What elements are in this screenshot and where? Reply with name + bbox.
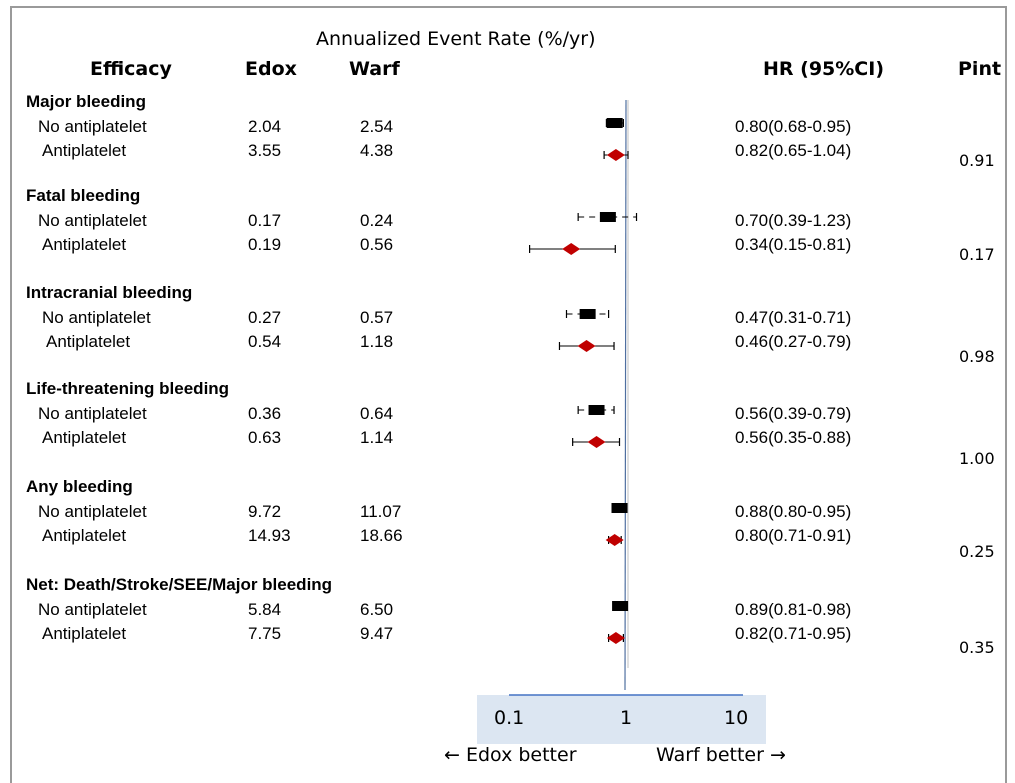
row-label: No antiplatelet — [38, 404, 147, 423]
section-title: Life-threatening bleeding — [26, 379, 230, 398]
hr-diamond-antiplatelet — [606, 632, 625, 644]
x-axis-box — [477, 695, 766, 744]
hr-diamond-antiplatelet — [605, 534, 624, 546]
edox-value: 0.54 — [248, 332, 282, 351]
hr-square-no-antiplatelet — [611, 503, 628, 513]
warf-value: 9.47 — [360, 624, 394, 643]
column-header-hr: HR (95%CI) — [763, 58, 885, 80]
chart-frame — [10, 6, 1007, 783]
pint-value: 0.17 — [959, 245, 995, 264]
hr-square-no-antiplatelet — [612, 601, 629, 611]
hr-ci-value: 0.46(0.27-0.79) — [735, 332, 852, 351]
warf-better-label: Warf better → — [656, 744, 786, 766]
hr-square-no-antiplatelet — [588, 405, 605, 415]
hr-square-no-antiplatelet — [606, 118, 623, 128]
hr-diamond-antiplatelet — [587, 436, 606, 448]
row-label: No antiplatelet — [38, 117, 147, 136]
warf-value: 0.57 — [360, 308, 394, 327]
row-label: No antiplatelet — [42, 308, 151, 327]
x-tick-label: 0.1 — [494, 707, 525, 729]
pint-value: 0.91 — [959, 151, 995, 170]
edox-value: 2.04 — [248, 117, 282, 136]
column-header-efficacy: Efficacy — [90, 58, 172, 80]
row-label: Antiplatelet — [42, 624, 127, 643]
warf-value: 4.38 — [360, 141, 394, 160]
edox-value: 9.72 — [248, 502, 282, 521]
edox-better-label: ← Edox better — [444, 744, 577, 766]
warf-value: 1.18 — [360, 332, 394, 351]
row-label: Antiplatelet — [46, 332, 131, 351]
hr-ci-value: 0.82(0.71-0.95) — [735, 624, 852, 643]
warf-value: 18.66 — [360, 526, 403, 545]
warf-value: 1.14 — [360, 428, 394, 447]
hr-ci-value: 0.70(0.39-1.23) — [735, 211, 852, 230]
pint-value: 0.98 — [959, 347, 995, 366]
edox-value: 14.93 — [248, 526, 291, 545]
row-label: Antiplatelet — [42, 235, 127, 254]
chart-title: Annualized Event Rate (%/yr) — [316, 28, 596, 50]
edox-value: 0.36 — [248, 404, 282, 423]
hr-square-no-antiplatelet — [579, 309, 596, 319]
hr-diamond-antiplatelet — [606, 149, 625, 161]
hr-ci-value: 0.80(0.71-0.91) — [735, 526, 852, 545]
column-header-pint: Pint — [958, 58, 1002, 80]
edox-value: 5.84 — [248, 600, 282, 619]
edox-value: 7.75 — [248, 624, 282, 643]
hr-ci-value: 0.88(0.80-0.95) — [735, 502, 852, 521]
hr-ci-value: 0.82(0.65-1.04) — [735, 141, 852, 160]
column-header-warf: Warf — [349, 58, 400, 80]
section-title: Intracranial bleeding — [26, 283, 193, 302]
row-label: No antiplatelet — [38, 502, 147, 521]
hr-diamond-antiplatelet — [562, 243, 581, 255]
section-title: Net: Death/Stroke/SEE/Major bleeding — [26, 575, 333, 594]
warf-value: 0.64 — [360, 404, 394, 423]
row-label: Antiplatelet — [42, 141, 127, 160]
pint-value: 0.25 — [959, 542, 995, 561]
warf-value: 2.54 — [360, 117, 394, 136]
edox-value: 0.27 — [248, 308, 282, 327]
reference-line — [624, 99, 627, 691]
row-label: No antiplatelet — [38, 600, 147, 619]
column-header-edox: Edox — [245, 58, 297, 80]
pint-value: 0.35 — [959, 638, 995, 657]
row-label: No antiplatelet — [38, 211, 147, 230]
section-title: Fatal bleeding — [26, 186, 141, 205]
warf-value: 0.56 — [360, 235, 394, 254]
warf-value: 0.24 — [360, 211, 394, 230]
section-title: Any bleeding — [26, 477, 133, 496]
hr-square-no-antiplatelet — [599, 212, 616, 222]
hr-ci-value: 0.47(0.31-0.71) — [735, 308, 852, 327]
edox-value: 0.17 — [248, 211, 282, 230]
edox-value: 0.19 — [248, 235, 282, 254]
hr-ci-value: 0.80(0.68-0.95) — [735, 117, 852, 136]
hr-ci-value: 0.56(0.35-0.88) — [735, 428, 852, 447]
hr-ci-value: 0.56(0.39-0.79) — [735, 404, 852, 423]
hr-ci-value: 0.89(0.81-0.98) — [735, 600, 852, 619]
hr-ci-value: 0.34(0.15-0.81) — [735, 235, 852, 254]
edox-value: 0.63 — [248, 428, 282, 447]
section-title: Major bleeding — [26, 92, 146, 111]
hr-diamond-antiplatelet — [577, 340, 596, 352]
warf-value: 6.50 — [360, 600, 394, 619]
x-tick-label: 10 — [724, 707, 749, 729]
pint-value: 1.00 — [959, 449, 995, 468]
row-label: Antiplatelet — [42, 428, 127, 447]
row-label: Antiplatelet — [42, 526, 127, 545]
warf-value: 11.07 — [360, 502, 402, 521]
edox-value: 3.55 — [248, 141, 282, 160]
x-tick-label: 1 — [620, 707, 633, 729]
